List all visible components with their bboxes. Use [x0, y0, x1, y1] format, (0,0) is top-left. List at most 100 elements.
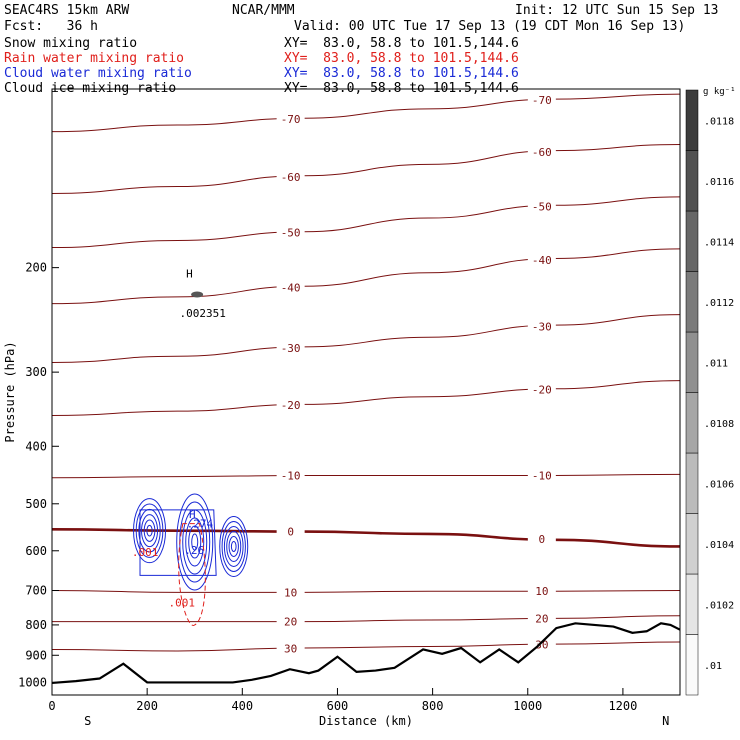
y-tick-label: 800 [25, 618, 47, 632]
temperature-contour-label: -20 [281, 399, 301, 412]
y-tick-label: 300 [25, 365, 47, 379]
colorbar-tick-label: .0112 [704, 298, 734, 309]
colorbar-swatch [685, 150, 699, 212]
x-tick-label: 200 [136, 699, 158, 713]
cloud-water-contour [228, 535, 239, 557]
model-title: SEAC4RS 15km ARW [4, 3, 130, 18]
cloud-water-contour [138, 508, 161, 553]
cloud-water-contour [226, 530, 242, 562]
cloud-ice-max-marker [191, 291, 204, 298]
colorbar-swatch [685, 392, 699, 454]
y-tick-label: 200 [25, 261, 47, 275]
temperature-contour-label: -60 [281, 171, 301, 184]
temperature-contour-line [51, 641, 681, 652]
cloud-ice-value-label: .002351 [180, 307, 226, 320]
colorbar-swatch [685, 452, 699, 514]
cloud-water-value-label-2: .26 [184, 544, 204, 557]
temperature-contour-label: -70 [532, 94, 552, 107]
colorbar-swatch [685, 210, 699, 272]
cloud-water-contour [223, 525, 244, 567]
y-tick-label: 1000 [18, 675, 47, 689]
colorbar-tick-label: .0106 [704, 479, 734, 490]
temperature-contour-label: -50 [281, 227, 301, 240]
x-axis-title: Distance (km) [319, 714, 413, 728]
temperature-contour-label: 10 [284, 586, 297, 599]
x-end-label-right: N [662, 714, 669, 728]
temperature-contour-line [51, 380, 681, 417]
y-axis-title: Pressure (hPa) [3, 341, 17, 442]
axes: 0 200 400 600 800 1000 12002003004005006007008… [3, 261, 669, 728]
terrain-surface-line [51, 622, 681, 685]
temperature-contour-line [51, 248, 681, 305]
temperature-contour-label: 20 [535, 613, 548, 626]
rain-contour-label: .001 [132, 546, 159, 559]
temperature-contour-line [51, 314, 681, 364]
cloud-water-contour [141, 514, 159, 548]
temperature-contours: -70 -70 -60 -60 -50 -50 -40 -40 -30 -30 -20 -20 -10 -… [51, 93, 681, 655]
valid-time: Valid: 00 UTC Tue 17 Sep 13 (19 CDT Mon … [294, 19, 686, 34]
cloud-water-contour [176, 493, 214, 591]
cloud-water-contour [219, 515, 249, 577]
x-tick-label: 1200 [608, 699, 637, 713]
cloud-water-contour [188, 525, 202, 559]
colorbar-swatch [685, 271, 699, 333]
cloud-water-contour [133, 498, 167, 564]
rain-contour-label-2: .001 [169, 597, 196, 610]
cloud-water-contour [221, 520, 246, 572]
temperature-contour-label: 30 [284, 642, 297, 655]
colorbar-unit-label: g kg⁻¹ [703, 87, 736, 97]
x-tick-label: 1000 [513, 699, 542, 713]
temperature-contour-label: -10 [532, 469, 552, 482]
temperature-contour-line [51, 196, 681, 249]
cloud-water-contour [139, 509, 217, 576]
colorbar-swatch [685, 89, 699, 151]
x-tick-label: 400 [231, 699, 253, 713]
colorbar-tick-label: .011 [704, 358, 728, 369]
x-tick-label: 800 [422, 699, 444, 713]
cloud-water-max-label: H [189, 508, 196, 521]
temperature-contour-label: -40 [281, 281, 301, 294]
cloud-water-value-label: .274 [187, 517, 214, 530]
temperature-contour-label: 10 [535, 585, 548, 598]
temperature-contour-label: 0 [539, 533, 546, 546]
y-tick-label: 700 [25, 584, 47, 598]
colorbar-tick-label: .0114 [704, 237, 734, 248]
field-cloud-water-xy: XY= 83.0, 58.8 to 101.5,144.6 [284, 66, 519, 81]
temperature-contour-line [51, 93, 681, 133]
field-rain-name: Rain water mixing ratio [4, 51, 185, 66]
cloud-water-contour [185, 517, 205, 567]
colorbar-tick-label: .0116 [704, 177, 734, 188]
temperature-contour-label: -60 [532, 146, 552, 159]
temperature-contour-label: 0 [287, 526, 294, 539]
colorbar-swatch [685, 513, 699, 575]
terrain-line [51, 622, 681, 685]
colorbar-swatch [685, 331, 699, 393]
temperature-contour-line [51, 527, 681, 548]
colorbar-tick-label: .0104 [704, 540, 734, 551]
cloud-water-contour [146, 524, 153, 537]
x-tick-label: 0 [48, 699, 55, 713]
colorbar-tick-label: .0108 [704, 419, 734, 430]
field-rain-xy: XY= 83.0, 58.8 to 101.5,144.6 [284, 51, 519, 66]
field-snow-xy: XY= 83.0, 58.8 to 101.5,144.6 [284, 36, 519, 51]
temperature-contour-label: 30 [535, 638, 548, 651]
temperature-contour-label: -70 [281, 113, 301, 126]
y-tick-label: 900 [25, 648, 47, 662]
field-snow-name: Snow mixing ratio [4, 36, 138, 51]
plot-frame [51, 88, 681, 696]
agency-label: NCAR/MMM [232, 3, 295, 18]
rain-water-contour [178, 523, 206, 626]
init-time: Init: 12 UTC Sun 15 Sep 13 [515, 3, 719, 18]
temperature-contour-label: -30 [281, 342, 301, 355]
colorbar-swatch [685, 634, 699, 696]
y-tick-label: 500 [25, 497, 47, 511]
temperature-contour-line [51, 615, 681, 623]
cloud-water-contour [143, 519, 156, 542]
temperature-contour-line [51, 473, 681, 479]
colorbar-tick-label: .0102 [704, 600, 734, 611]
colorbar-swatch [685, 573, 699, 635]
y-tick-label: 400 [25, 439, 47, 453]
colorbar-tick-label: .0118 [704, 116, 734, 127]
